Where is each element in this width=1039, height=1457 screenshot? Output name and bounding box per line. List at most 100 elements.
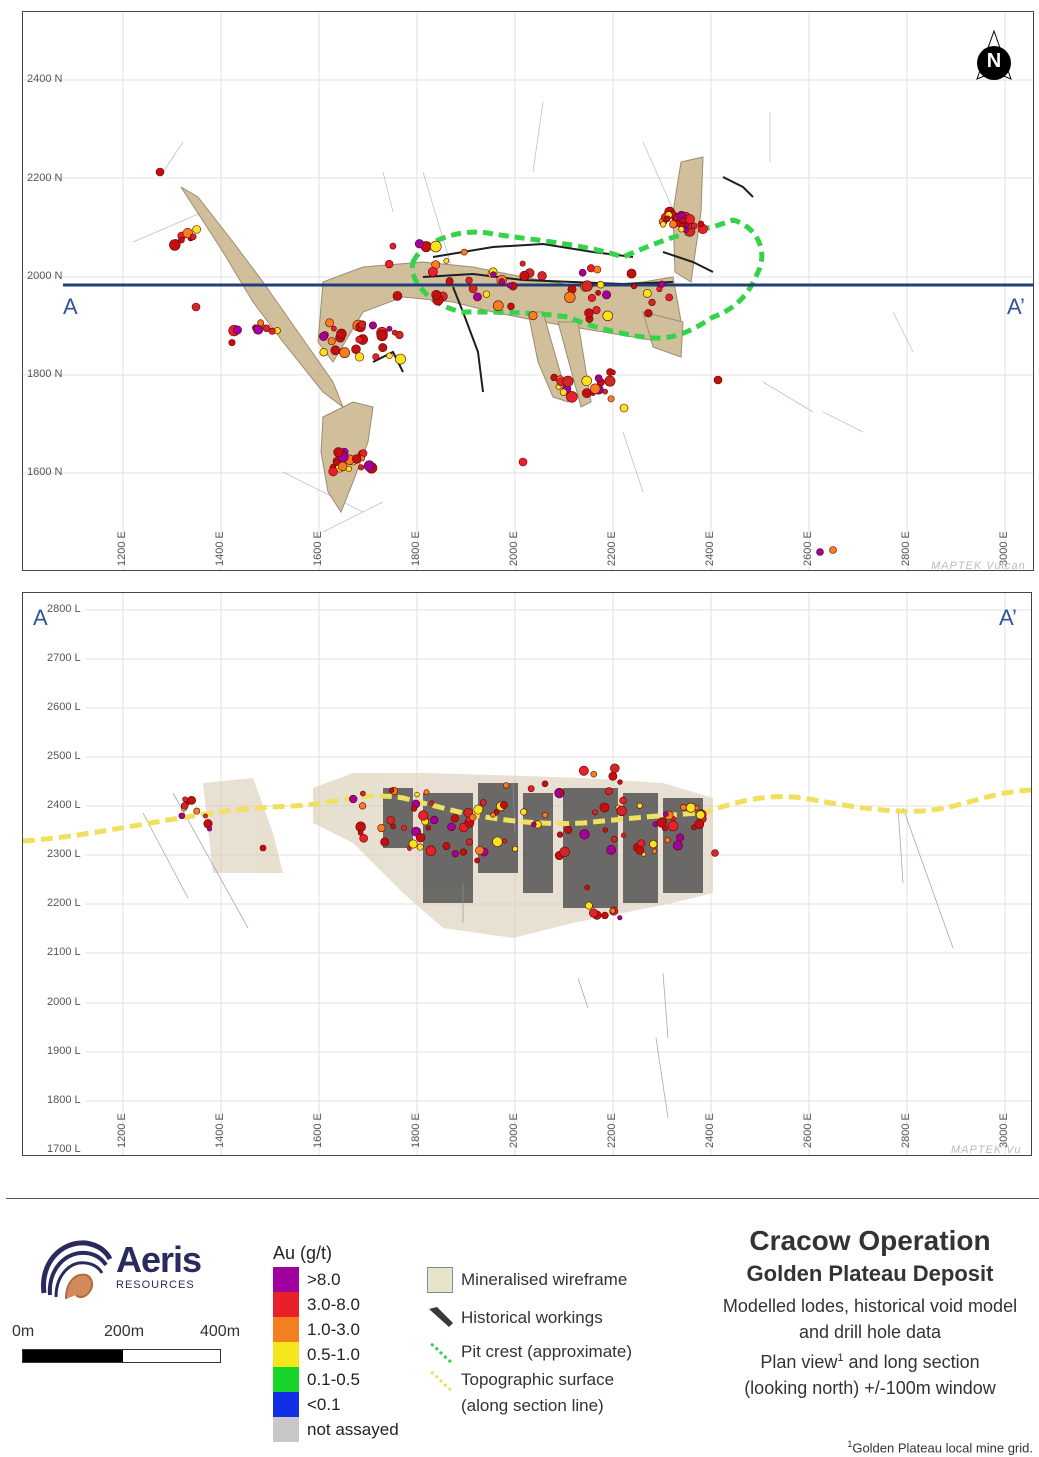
assay-point <box>155 167 165 177</box>
assay-point <box>506 282 513 289</box>
assay-point <box>606 368 614 376</box>
assay-point <box>358 320 366 329</box>
assay-point <box>642 288 652 298</box>
assay-point <box>178 236 185 244</box>
assay-point <box>385 259 394 269</box>
assay-point <box>395 353 406 365</box>
assay-point <box>359 833 368 843</box>
assay-point <box>663 811 669 817</box>
assay-point <box>512 845 519 852</box>
assay-point <box>363 460 375 472</box>
assay-point <box>319 348 328 357</box>
assay-point <box>339 347 351 359</box>
assay-point <box>518 457 528 467</box>
description-line: (looking north) +/-100m window <box>744 1378 996 1398</box>
assay-point <box>636 802 643 809</box>
assay-point <box>447 822 456 832</box>
assay-point <box>680 804 687 811</box>
assay-point <box>617 915 623 921</box>
assay-point <box>658 280 666 288</box>
easting-label: 2200 E <box>606 1113 618 1148</box>
assay-point <box>380 837 390 847</box>
assay-point <box>410 805 418 812</box>
assay-point <box>626 268 637 279</box>
assay-point <box>429 815 439 825</box>
assay-point <box>493 808 500 815</box>
easting-label: 1200 E <box>116 1113 128 1148</box>
section-start-label: A <box>63 294 78 319</box>
assay-point <box>319 331 329 341</box>
assay-point <box>661 825 668 832</box>
easting-label: 2600 E <box>802 531 814 566</box>
assay-point <box>357 464 365 471</box>
assay-point <box>559 789 564 795</box>
assay-point <box>415 833 426 843</box>
logo-subtext: RESOURCES <box>116 1279 195 1291</box>
maptek-watermark: MAPTEK Vu <box>951 1144 1022 1156</box>
assay-point <box>607 395 615 403</box>
level-label: 2100 L <box>47 946 81 958</box>
assay-point <box>672 840 683 851</box>
assay-point <box>451 850 459 858</box>
au-color-swatch <box>273 1292 299 1317</box>
easting-label: 2000 E <box>508 1113 520 1148</box>
au-legend-label: <0.1 <box>307 1395 341 1414</box>
level-label: 2700 L <box>47 652 81 664</box>
assay-point <box>391 329 398 336</box>
assay-point <box>587 293 596 302</box>
assay-point <box>651 848 658 854</box>
assay-point <box>579 829 590 840</box>
easting-label: 1400 E <box>214 1113 226 1148</box>
assay-point <box>429 800 435 806</box>
au-legend-label: 3.0-8.0 <box>307 1295 360 1314</box>
easting-label: 1200 E <box>116 531 128 566</box>
assay-point <box>414 791 420 798</box>
assay-point <box>616 805 627 817</box>
scale-bar <box>22 1349 221 1363</box>
assay-point <box>694 805 700 811</box>
assay-point <box>537 271 547 281</box>
legend-label: Pit crest (approximate) <box>461 1342 632 1361</box>
scale-label: 0m <box>12 1323 35 1340</box>
assay-point <box>431 289 442 300</box>
north-label: N <box>986 50 1002 72</box>
assay-point <box>401 825 407 831</box>
assay-point <box>606 845 617 855</box>
section-end-label: A’ <box>1007 294 1025 319</box>
easting-label: 1800 E <box>410 1113 422 1148</box>
assay-point <box>257 319 265 327</box>
au-color-swatch <box>273 1367 299 1392</box>
assay-point <box>519 260 526 267</box>
assay-point <box>697 220 705 228</box>
assay-point <box>372 353 380 361</box>
assay-point <box>468 284 478 294</box>
assay-point <box>392 291 403 301</box>
level-label: 1700 L <box>47 1143 81 1155</box>
assay-point <box>695 810 706 820</box>
assay-point <box>325 318 334 328</box>
assay-point <box>562 375 574 387</box>
assay-point <box>665 293 673 302</box>
assay-point <box>528 311 538 321</box>
scale-label: 200m <box>104 1323 145 1340</box>
assay-point <box>425 825 432 831</box>
easting-label: 2200 E <box>606 531 618 566</box>
assay-point <box>330 345 341 356</box>
assay-point <box>337 461 348 472</box>
assay-point <box>423 789 430 796</box>
section-start-label: A <box>33 605 48 630</box>
description-line: and drill hole data <box>798 1322 942 1342</box>
assay-point <box>443 258 450 264</box>
assay-point <box>178 812 186 820</box>
assay-point <box>333 447 344 458</box>
assay-point <box>649 840 658 849</box>
au-color-swatch <box>273 1417 299 1442</box>
northing-label: 1600 N <box>27 466 63 478</box>
assay-point <box>678 226 685 233</box>
assay-point <box>520 808 528 816</box>
assay-point <box>610 835 618 843</box>
assay-point <box>584 308 594 318</box>
assay-point <box>430 240 442 253</box>
assay-point <box>566 391 578 403</box>
assay-point <box>490 271 497 278</box>
